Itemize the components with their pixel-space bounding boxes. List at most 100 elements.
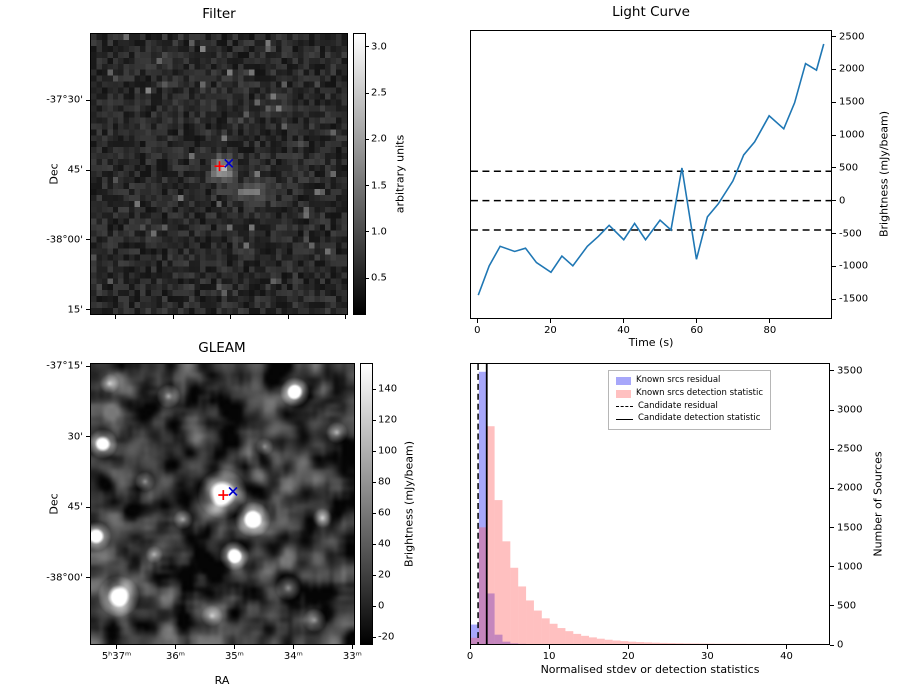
tick-mark [696, 319, 698, 323]
light-curve-ytick-label: 1000 [839, 129, 865, 141]
light-curve-xlabel: Time (s) [628, 336, 674, 349]
histogram-bar [651, 642, 660, 644]
colorbar-tick-label: 1.0 [371, 226, 387, 238]
histogram-bar [471, 637, 479, 644]
light-curve-ytick-label: 2500 [839, 31, 865, 43]
colorbar-tick-label: 2.0 [371, 133, 387, 145]
tick-mark [366, 46, 369, 48]
colorbar-tick-label: 0.5 [371, 272, 387, 284]
histogram-bar [596, 638, 605, 644]
tick-mark [86, 169, 90, 171]
gleam-xtick-label: 5ʰ37ᵐ [101, 651, 132, 662]
gleam-axes [90, 363, 355, 645]
histogram-bar [526, 600, 534, 644]
histogram-bar [628, 641, 637, 644]
tick-mark [373, 605, 376, 607]
gleam-ytick-label: -38°00' [46, 572, 83, 584]
tick-mark [172, 315, 174, 319]
tick-mark [832, 233, 836, 235]
light-curve-ytick-label: -1500 [839, 293, 869, 305]
histogram-bar [604, 639, 613, 644]
filter-axes [90, 33, 348, 315]
tick-mark [548, 645, 550, 649]
histogram-bar [683, 643, 692, 644]
light-curve-ytick-label: 1500 [839, 96, 865, 108]
colorbar-tick-label: 140 [378, 383, 398, 395]
histogram-bar [620, 641, 629, 644]
histogram-bar [667, 643, 676, 644]
legend-line-swatch [616, 405, 633, 407]
tick-mark [830, 644, 834, 646]
histogram-plot [471, 364, 826, 644]
tick-mark [832, 265, 836, 267]
histogram-bar [471, 624, 479, 644]
gleam-ylabel: Dec [47, 493, 61, 515]
legend-item: Known srcs residual [616, 375, 763, 386]
light-curve-plot [471, 43, 831, 296]
tick-mark [832, 68, 836, 70]
tick-mark [373, 543, 376, 545]
gleam-xlabel: RA [214, 674, 230, 687]
histogram-ytick-label: 0 [837, 639, 844, 651]
histogram-ytick-label: 2500 [837, 443, 863, 455]
filter-ytick-label: 45' [67, 164, 83, 176]
colorbar-tick-label: 60 [378, 507, 391, 519]
light-curve-xtick-label: 80 [763, 325, 777, 336]
light-curve-ytick-label: 500 [839, 162, 859, 174]
legend-label: Known srcs residual [636, 375, 721, 385]
histogram-bar [612, 640, 621, 644]
histogram-bar [557, 628, 566, 644]
tick-mark [86, 99, 90, 101]
tick-mark [86, 309, 90, 311]
tick-mark [86, 577, 90, 579]
legend-line-swatch [616, 418, 633, 420]
histogram-ytick-label: 3500 [837, 365, 863, 377]
tick-mark [373, 512, 376, 514]
light-curve-line [477, 43, 825, 296]
gleam-image [91, 364, 354, 644]
histogram-bar [502, 641, 511, 644]
filter-title: Filter [202, 6, 236, 22]
filter-image [91, 34, 347, 314]
tick-mark [366, 92, 369, 94]
filter-markers [214, 158, 234, 172]
filter-ytick-label: 15' [67, 304, 83, 316]
colorbar-tick-label: 20 [378, 569, 391, 581]
histogram-bar [478, 527, 487, 644]
histogram-bar [659, 642, 668, 644]
tick-mark [292, 645, 294, 649]
tick-mark [706, 645, 708, 649]
histogram-bar [573, 633, 582, 644]
gleam-ytick-label: 30' [67, 431, 83, 443]
tick-mark [549, 319, 551, 323]
tick-mark [373, 574, 376, 576]
tick-mark [832, 167, 836, 169]
legend-label: Known srcs detection statistic [636, 387, 764, 398]
legend-patch-swatch [616, 376, 631, 385]
colorbar-tick-label: 80 [378, 476, 391, 488]
gleam-colorbar [360, 363, 373, 645]
filter-colorbar [353, 33, 366, 315]
histogram-bar [486, 426, 495, 644]
tick-mark [830, 409, 834, 411]
gleam-ytick-label: -37°15' [46, 360, 83, 372]
tick-mark [366, 231, 369, 233]
histogram-bar [691, 643, 700, 644]
histogram-bar [478, 371, 487, 644]
tick-mark [830, 487, 834, 489]
legend-item: Known srcs detection statistic [616, 387, 764, 399]
legend-label: Candidate detection statistic [638, 413, 761, 424]
histogram-ytick-label: 3000 [837, 404, 863, 416]
histogram-xtick-label: 30 [700, 651, 714, 662]
histogram-bar [644, 642, 652, 644]
histogram-xtick-label: 10 [542, 651, 556, 662]
light-curve-title: Light Curve [612, 4, 690, 20]
tick-mark [830, 527, 834, 528]
histogram-bar [510, 643, 519, 644]
histogram-bar [549, 623, 558, 644]
light-curve-xtick-label: 20 [544, 325, 557, 336]
filter-colorbar-label: arbitrary units [393, 134, 407, 214]
histogram-bar [494, 634, 503, 644]
histogram-xlabel: Normalised stdev or detection statistics [540, 663, 760, 676]
legend-label: Candidate residual [638, 400, 718, 411]
